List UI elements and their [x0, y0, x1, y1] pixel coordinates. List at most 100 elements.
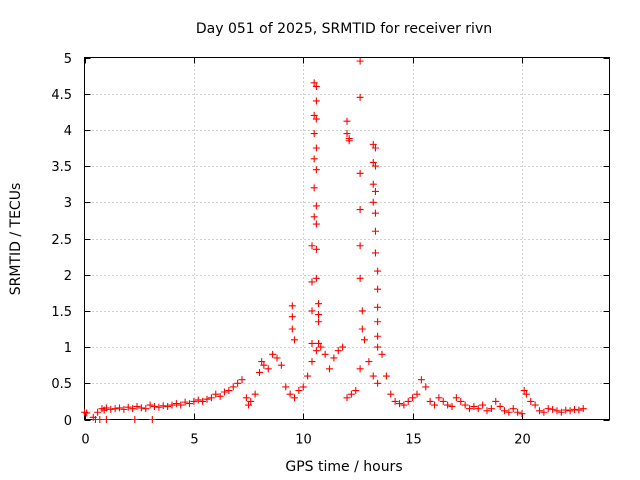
data-point: [374, 285, 382, 293]
data-point: [238, 376, 246, 384]
data-point: [365, 358, 373, 366]
plot-frame: [84, 57, 610, 420]
data-point: [571, 405, 578, 413]
data-point: [312, 274, 320, 282]
data-point: [304, 372, 312, 380]
data-point: [310, 130, 318, 138]
data-point: [326, 365, 333, 373]
data-point: [172, 400, 180, 408]
data-point: [133, 402, 141, 410]
data-point: [431, 401, 438, 409]
data-point: [549, 405, 557, 413]
data-point: [315, 318, 323, 326]
data-point: [310, 79, 318, 87]
data-point: [413, 390, 421, 398]
data-point: [155, 403, 163, 411]
data-point: [391, 397, 399, 405]
data-point: [531, 401, 539, 409]
grid: [84, 57, 610, 420]
data-point: [374, 267, 382, 275]
chart-title: Day 051 of 2025, SRMTID for receiver riv…: [196, 21, 492, 37]
data-point: [374, 318, 382, 326]
data-point: [396, 400, 403, 408]
data-point: [575, 406, 583, 414]
data-point: [562, 406, 570, 414]
data-point: [310, 155, 318, 163]
data-point: [295, 387, 303, 395]
data-point: [229, 383, 237, 391]
data-point: [221, 388, 228, 396]
data-point: [264, 365, 272, 373]
data-point: [96, 416, 104, 423]
data-point: [520, 387, 528, 395]
x-tick-label: 0: [81, 433, 89, 448]
data-point: [312, 97, 320, 105]
data-point: [544, 405, 552, 413]
data-point: [312, 82, 320, 90]
data-point: [371, 227, 379, 235]
data-point: [245, 401, 253, 409]
data-point: [299, 383, 307, 391]
data-point: [234, 379, 242, 387]
data-point: [371, 144, 379, 152]
data-point: [137, 404, 145, 412]
data-point: [339, 343, 347, 351]
data-point: [487, 405, 495, 413]
data-point: [387, 390, 395, 398]
x-tick-label: 5: [190, 433, 198, 448]
data-point: [514, 408, 522, 416]
data-point: [142, 405, 150, 413]
data-point: [312, 202, 320, 210]
data-point: [444, 401, 452, 409]
data-point: [474, 405, 482, 413]
data-point: [315, 339, 323, 347]
data-point: [409, 394, 417, 402]
data-point: [369, 198, 377, 206]
data-point: [557, 408, 565, 416]
data-point: [312, 220, 320, 228]
data-point: [452, 394, 460, 402]
data-point: [356, 169, 364, 177]
data-point: [216, 392, 224, 400]
data-point: [286, 390, 294, 398]
data-point: [312, 144, 320, 152]
data-point: [374, 332, 382, 340]
data-point: [315, 300, 323, 308]
y-tick-labels: 0 0.5 1 1.5 2 2.5 3 3.5 4 4.5 5: [51, 52, 72, 429]
y-tick-label: 2.5: [51, 233, 72, 248]
data-point: [282, 383, 290, 391]
data-point: [501, 407, 508, 415]
data-point: [321, 350, 329, 358]
y-tick-label: 0: [64, 414, 72, 429]
data-point: [369, 140, 377, 148]
data-point: [288, 325, 296, 333]
data-point: [129, 405, 137, 413]
data-point: [369, 180, 377, 188]
data-point: [177, 401, 185, 409]
data-point: [352, 387, 360, 395]
y-tick-label: 3: [64, 196, 72, 211]
data-point: [566, 407, 574, 415]
data-point: [186, 400, 193, 408]
data-point: [111, 405, 119, 413]
data-point: [308, 307, 316, 315]
data-point: [374, 303, 382, 311]
data-point: [483, 407, 491, 415]
data-point: [358, 307, 366, 315]
y-tick-label: 3.5: [51, 160, 72, 175]
data-point: [308, 358, 316, 366]
data-point: [277, 361, 285, 369]
data-point: [356, 365, 364, 373]
data-point: [273, 354, 281, 362]
data-point: [102, 416, 110, 423]
data-point: [343, 117, 351, 125]
data-point: [207, 394, 215, 402]
x-tick-label: 20: [514, 433, 531, 448]
data-point: [356, 242, 364, 250]
x-tick-label: 10: [295, 433, 312, 448]
data-point: [258, 358, 266, 366]
data-point: [356, 57, 364, 65]
data-point: [470, 402, 478, 410]
data-point: [83, 409, 91, 417]
data-point: [422, 383, 430, 391]
